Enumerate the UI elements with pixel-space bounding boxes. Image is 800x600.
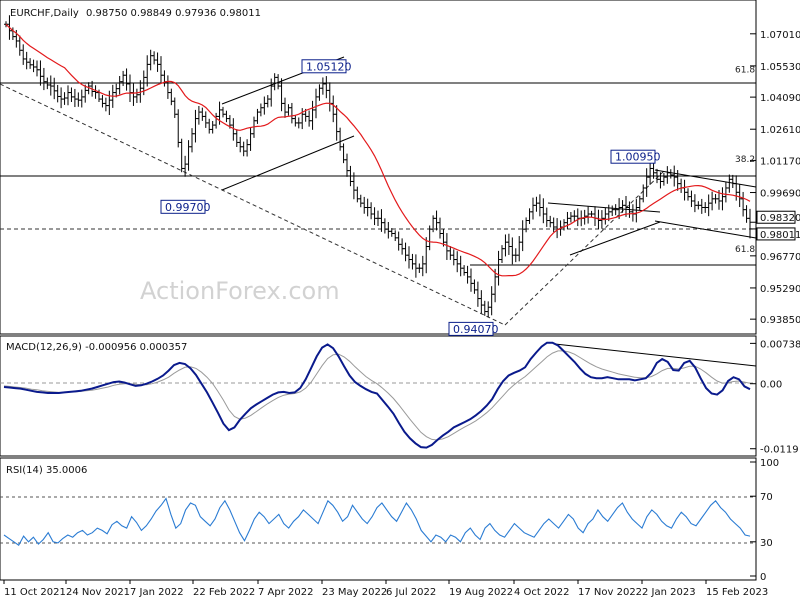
x-axis-label: 2 Jan 2023 — [642, 587, 696, 598]
price-axis-label: 1.04090 — [760, 93, 800, 104]
callout-label: 1.05120 — [306, 60, 352, 73]
macd-axis: 0.007384 0.00 -0.0119 — [750, 339, 800, 456]
rsi-axis-label: 0 — [760, 572, 766, 583]
macd-lines — [3, 341, 751, 449]
price-panel-frame — [0, 0, 757, 335]
price-ohlc-header: 0.98750 0.98849 0.97936 0.98011 — [86, 8, 261, 19]
price-callout: 1.05120 — [301, 59, 352, 74]
macd-path — [3, 341, 751, 449]
rsi-title: RSI(14) 35.0006 — [6, 465, 87, 476]
macd-axis-label: 0.00 — [760, 380, 782, 391]
price-axis-label: 0.98011 — [760, 230, 800, 241]
rsi-lines — [3, 497, 751, 547]
rsi-axis-label: 100 — [760, 458, 779, 469]
x-axis-label: 17 Nov 2022 — [578, 587, 642, 598]
price-bars — [4, 15, 752, 318]
wedge-lower — [654, 220, 757, 239]
price-callouts: 1.05120 0.99700 0.94070 1.00950 — [160, 59, 661, 336]
fib-labels: 61.8 38.2 61.8 — [735, 65, 755, 255]
uptrend-dashed-line — [504, 169, 666, 326]
price-callout: 0.99700 — [160, 199, 211, 214]
rsi-axis-label: 30 — [760, 538, 773, 549]
x-axis-label: 7 Jan 2022 — [130, 587, 184, 598]
price-axis-label: 0.98320 — [760, 213, 800, 224]
fib-label: 61.8 — [735, 65, 755, 75]
channel-lower — [221, 135, 355, 191]
price-chart-title: EURCHF,Daily — [10, 8, 79, 19]
rsi-path — [3, 497, 751, 547]
price-axis-label: 1.07010 — [760, 30, 800, 41]
price-axis-label: 1.02610 — [760, 125, 800, 136]
x-axis-label: 7 Apr 2022 — [258, 587, 313, 598]
callout-label: 0.99700 — [165, 201, 211, 214]
triangle-upper — [547, 202, 661, 213]
x-axis-label: 24 Nov 2021 — [66, 587, 130, 598]
price-axis-label: 1.05530 — [760, 62, 800, 73]
moving-average-line — [5, 23, 751, 277]
callout-label: 0.94070 — [453, 323, 499, 336]
rsi-axis: 100 70 30 0 — [750, 458, 779, 583]
macd-axis-label: 0.007384 — [760, 339, 800, 350]
triangle-lower — [569, 221, 661, 256]
price-axis: 1.07010 1.05530 1.04090 1.02610 1.01170 0.996… — [750, 30, 800, 326]
price-callout: 1.00950 — [610, 149, 661, 164]
support-price-box — [756, 210, 796, 224]
downtrend-dashed-line — [0, 83, 506, 326]
x-axis-label: 6 Jul 2022 — [386, 587, 436, 598]
fib-label: 61.8 — [735, 245, 755, 255]
fib-label: 38.2 — [735, 155, 755, 165]
rsi-panel-frame — [0, 457, 757, 581]
x-axis-label: 23 May 2022 — [322, 587, 387, 598]
x-axis-label: 19 Aug 2022 — [449, 587, 513, 598]
rsi-axis-label: 70 — [760, 492, 773, 503]
x-axis-label: 4 Oct 2022 — [514, 587, 569, 598]
price-callout: 0.94070 — [448, 321, 499, 336]
macd-trend-line — [554, 343, 757, 367]
x-axis-label: 22 Feb 2022 — [193, 587, 255, 598]
last-price-box — [756, 227, 796, 241]
macd-axis-label: -0.0119 — [760, 445, 799, 456]
watermark: ActionForex.com — [140, 277, 340, 305]
price-axis-label: 0.93850 — [760, 315, 800, 326]
price-axis-label: 0.96770 — [760, 252, 800, 263]
x-axis-label: 11 Oct 2021 — [4, 587, 66, 598]
x-axis: 11 Oct 2021 24 Nov 2021 7 Jan 2022 22 Feb 2… — [3, 580, 768, 598]
macd-title: MACD(12,26,9) -0.000956 0.000357 — [6, 342, 187, 353]
ma-path — [5, 23, 751, 277]
price-axis-label: 0.95290 — [760, 284, 800, 295]
callout-label: 1.00950 — [615, 151, 661, 164]
price-axis-label: 1.01170 — [760, 156, 800, 167]
x-axis-label: 15 Feb 2023 — [706, 587, 768, 598]
price-axis-label: 0.99690 — [760, 189, 800, 200]
